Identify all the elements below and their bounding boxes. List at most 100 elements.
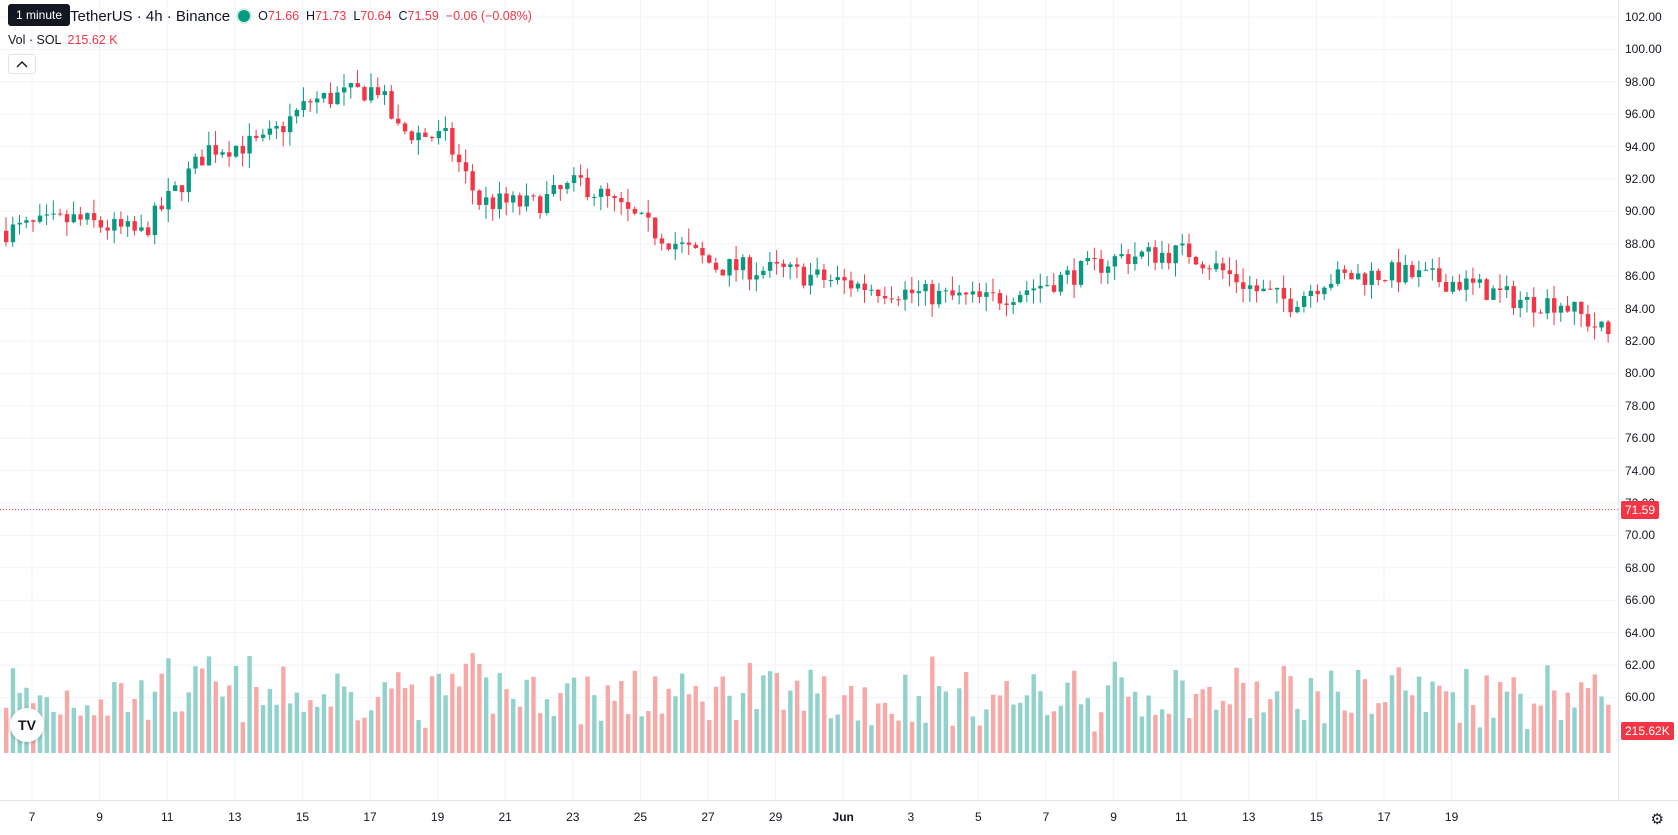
tradingview-logo[interactable]: TV	[10, 708, 44, 742]
candle-body	[173, 185, 178, 192]
time-tick-label: 7	[28, 810, 36, 824]
candle-body	[1119, 254, 1124, 257]
candle-body	[1572, 301, 1577, 312]
candle-body	[179, 185, 185, 193]
candle-body	[538, 196, 543, 213]
volume-bar	[950, 725, 955, 753]
price-tick-label: 96.00	[1625, 107, 1656, 122]
volume-bar	[632, 670, 638, 753]
time-scale[interactable]: ⚙ 7 9 11 13 15 17 19 21 23 25 27 29 Jun 3 5 7 9 11 13 15 17 1…	[0, 800, 1678, 835]
time-tick-label: 27	[701, 810, 715, 824]
change-value: −0.06 (−0.08%)	[445, 9, 532, 23]
candle-body	[781, 263, 786, 268]
time-tick-label: 15	[295, 810, 310, 824]
price-tick-label: 78.00	[1625, 398, 1656, 413]
candle-body	[882, 296, 888, 299]
candle-body	[342, 87, 347, 93]
candle-body	[206, 145, 212, 166]
volume-bar	[240, 722, 245, 753]
candle-body	[720, 269, 725, 276]
volume-bar	[625, 714, 631, 753]
volume-bar	[558, 693, 563, 753]
volume-bar	[1099, 712, 1104, 753]
volume-bar	[1301, 720, 1307, 753]
volume-bar	[1389, 675, 1395, 753]
candle-body	[44, 214, 49, 216]
candle-body	[1579, 301, 1584, 314]
volume-bar	[1247, 718, 1253, 753]
price-tick-label: 102.00	[1625, 10, 1662, 24]
candle-body	[166, 191, 171, 210]
candle-body	[652, 217, 658, 239]
volume-bar	[375, 696, 381, 753]
candle-body	[1126, 254, 1131, 264]
volume-bar	[1592, 674, 1597, 753]
volume-bar	[382, 682, 387, 753]
volume-bar	[247, 656, 252, 753]
candle-body	[24, 220, 29, 223]
candle-body	[193, 156, 198, 169]
candle-body	[1024, 290, 1030, 295]
volume-bar	[1552, 690, 1557, 753]
candle-body	[1227, 270, 1232, 275]
volume-bar	[1220, 700, 1226, 753]
candle-body	[308, 101, 313, 103]
candle-body	[571, 175, 577, 184]
volume-bar	[220, 696, 225, 753]
volume-bar	[348, 692, 354, 753]
volume-bar	[720, 676, 725, 753]
symbol-title[interactable]: TetherUS · 4h · Binance	[70, 7, 231, 25]
candle-body	[551, 185, 556, 195]
settings-gear-icon[interactable]: ⚙	[1650, 811, 1664, 828]
candle-body	[423, 132, 428, 137]
time-tick-label: 5	[975, 810, 982, 824]
candle-body	[1051, 285, 1057, 292]
volume-bar	[1579, 682, 1584, 753]
candle-body	[821, 269, 827, 281]
candle-body	[1484, 279, 1489, 300]
volume-bar	[909, 721, 915, 753]
candle-body	[504, 193, 509, 203]
volume-bar	[1092, 731, 1097, 753]
collapse-legend-button[interactable]	[8, 54, 36, 74]
volume-bar	[1383, 702, 1388, 753]
volume-bar	[700, 701, 705, 753]
volume-bar	[206, 656, 212, 753]
volume-bar	[1295, 708, 1300, 753]
market-status-icon[interactable]	[236, 8, 253, 24]
candlestick-chart[interactable]	[0, 0, 1618, 800]
volume-bar	[997, 695, 1003, 753]
candle-body	[808, 274, 813, 286]
candle-body	[112, 219, 117, 231]
volume-bar	[470, 653, 475, 753]
volume-bar	[1545, 665, 1550, 753]
volume-bar	[483, 677, 489, 753]
volume-bar	[930, 656, 935, 753]
volume-bar	[1369, 713, 1374, 753]
candle-body	[1045, 285, 1050, 287]
volume-title[interactable]: Vol · SOL	[8, 33, 62, 47]
volume-bar	[1558, 719, 1564, 753]
volume-bar	[916, 695, 921, 753]
candle-body	[842, 277, 847, 281]
candle-body	[1349, 272, 1354, 280]
candle-body	[1545, 298, 1550, 314]
candle-body	[145, 227, 151, 236]
candle-body	[1166, 252, 1172, 264]
candle-body	[1065, 270, 1070, 275]
candle-body	[98, 220, 104, 228]
volume-bar	[1011, 704, 1016, 753]
candle-body	[876, 289, 881, 297]
low-value: 70.64	[360, 9, 392, 23]
candle-body	[727, 259, 732, 276]
chart-pane[interactable]	[0, 0, 1618, 800]
candle-body	[335, 92, 340, 105]
price-scale[interactable]: 102.00 100.00 98.00 96.00 94.00 92.00 90.00 88.…	[1618, 0, 1678, 800]
candle-body	[1193, 256, 1199, 265]
volume-bar	[132, 699, 137, 753]
volume-bar	[1241, 682, 1246, 753]
candle-body	[78, 214, 83, 220]
volume-bar	[1585, 688, 1591, 753]
candle-body	[240, 145, 245, 154]
volume-bar	[788, 690, 793, 753]
